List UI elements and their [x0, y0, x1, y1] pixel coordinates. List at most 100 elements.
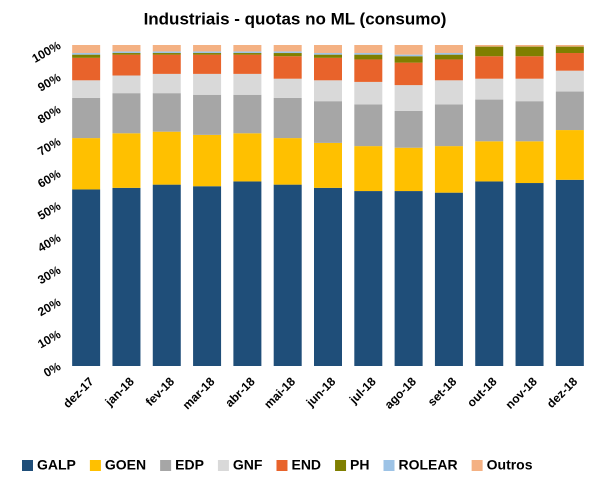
x-tick-label: dez-18: [544, 374, 581, 411]
legend-label: ROLEAR: [399, 457, 458, 473]
bar-segment: [314, 101, 342, 143]
bar-segment: [515, 141, 544, 184]
bar-segment: [354, 59, 383, 82]
bar-segment: [72, 57, 101, 81]
bar-segment: [354, 191, 383, 366]
bar-segment: [394, 62, 423, 86]
bar-segment: [434, 104, 463, 147]
y-tick-label: 100%: [29, 38, 63, 66]
bar-segment: [233, 53, 262, 55]
bar-segment: [152, 45, 181, 52]
legend-label: END: [291, 457, 321, 473]
bar-segment: [434, 146, 463, 193]
bar-segment: [314, 142, 342, 188]
x-tick-label: out-18: [464, 374, 500, 410]
bar-segment: [72, 45, 101, 54]
bar-segment: [273, 184, 302, 366]
bar-segment: [72, 54, 101, 58]
legend-swatch: [89, 460, 101, 471]
legend-label: PH: [350, 457, 369, 473]
x-tick-label: fev-18: [143, 374, 178, 409]
bar-segment: [354, 146, 383, 192]
bar-segment: [72, 138, 101, 190]
legend-swatch: [22, 460, 33, 471]
bar-segment: [193, 54, 222, 74]
bar-segment: [233, 94, 262, 134]
bar-segment: [273, 97, 302, 139]
bar-segment: [72, 80, 101, 98]
bar-segment: [354, 45, 383, 54]
x-tick-label: ago-18: [382, 374, 419, 411]
bar-segment: [434, 80, 463, 105]
bar-segment: [273, 138, 302, 185]
bar-segment: [273, 78, 302, 98]
bar-segment: [555, 70, 584, 92]
bar-segment: [193, 73, 222, 95]
y-tick-label: 50%: [35, 199, 63, 223]
bar-segment: [152, 131, 181, 185]
bar-segment: [515, 183, 544, 366]
bar-segment: [555, 45, 584, 47]
bar-segment: [354, 53, 383, 55]
x-tick-label: abr-18: [222, 374, 258, 410]
y-tick-label: 20%: [35, 295, 63, 319]
x-tick-label: mar-18: [180, 374, 218, 412]
bar-segment: [72, 189, 101, 366]
bar-segment: [112, 93, 141, 134]
x-tick-label: dez-17: [60, 374, 97, 411]
bar-segment: [515, 78, 544, 102]
legend-label: GALP: [37, 457, 76, 473]
bar-segment: [354, 81, 383, 105]
bar-segment: [434, 45, 463, 54]
bar-segment: [475, 45, 504, 47]
bar-segment: [314, 45, 342, 54]
bar-segment: [112, 45, 141, 52]
bar-segment: [354, 104, 383, 147]
bar-segment: [273, 51, 302, 54]
bar-segment: [193, 51, 222, 54]
legend-swatch: [335, 460, 347, 471]
bar-segment: [394, 45, 423, 55]
bar-segment: [555, 91, 584, 131]
bar-segment: [112, 51, 141, 54]
bar-segment: [72, 53, 101, 55]
bar-segment: [152, 73, 181, 94]
bar-segment: [475, 56, 504, 79]
x-tick-label: nov-18: [503, 374, 540, 411]
x-tick-label: jul-18: [346, 374, 379, 407]
bar-segment: [434, 192, 463, 366]
bar-segment: [233, 54, 262, 74]
bar-segment: [314, 187, 342, 366]
bar-segment: [515, 45, 544, 47]
bar-segment: [112, 53, 141, 55]
bar-segment: [233, 133, 262, 182]
bar-segment: [72, 97, 101, 139]
y-tick-label: 80%: [35, 102, 63, 126]
bar-segment: [515, 46, 544, 57]
bar-segment: [555, 46, 584, 54]
bar-segment: [394, 191, 423, 366]
y-tick-label: 70%: [35, 134, 63, 158]
bar-segment: [193, 134, 222, 187]
bar-segment: [233, 73, 262, 95]
bar-segment: [112, 75, 141, 94]
legend-swatch: [217, 460, 229, 471]
bar-segment: [152, 184, 181, 366]
bar-segment: [354, 54, 383, 60]
bar-segment: [152, 93, 181, 132]
legend-label: GOEN: [105, 457, 146, 473]
bar-segment: [112, 187, 141, 366]
legend-swatch: [160, 460, 172, 471]
bar-segment: [515, 101, 544, 142]
y-tick-label: 60%: [35, 166, 63, 190]
bar-segment: [152, 51, 181, 54]
bar-segment: [152, 53, 181, 55]
y-tick-label: 40%: [35, 231, 63, 255]
bar-segment: [233, 51, 262, 54]
legend-swatch: [276, 460, 288, 471]
bar-segment: [233, 45, 262, 52]
y-tick-label: 10%: [35, 327, 63, 351]
x-tick-label: set-18: [425, 374, 460, 409]
bar-segment: [394, 110, 423, 148]
